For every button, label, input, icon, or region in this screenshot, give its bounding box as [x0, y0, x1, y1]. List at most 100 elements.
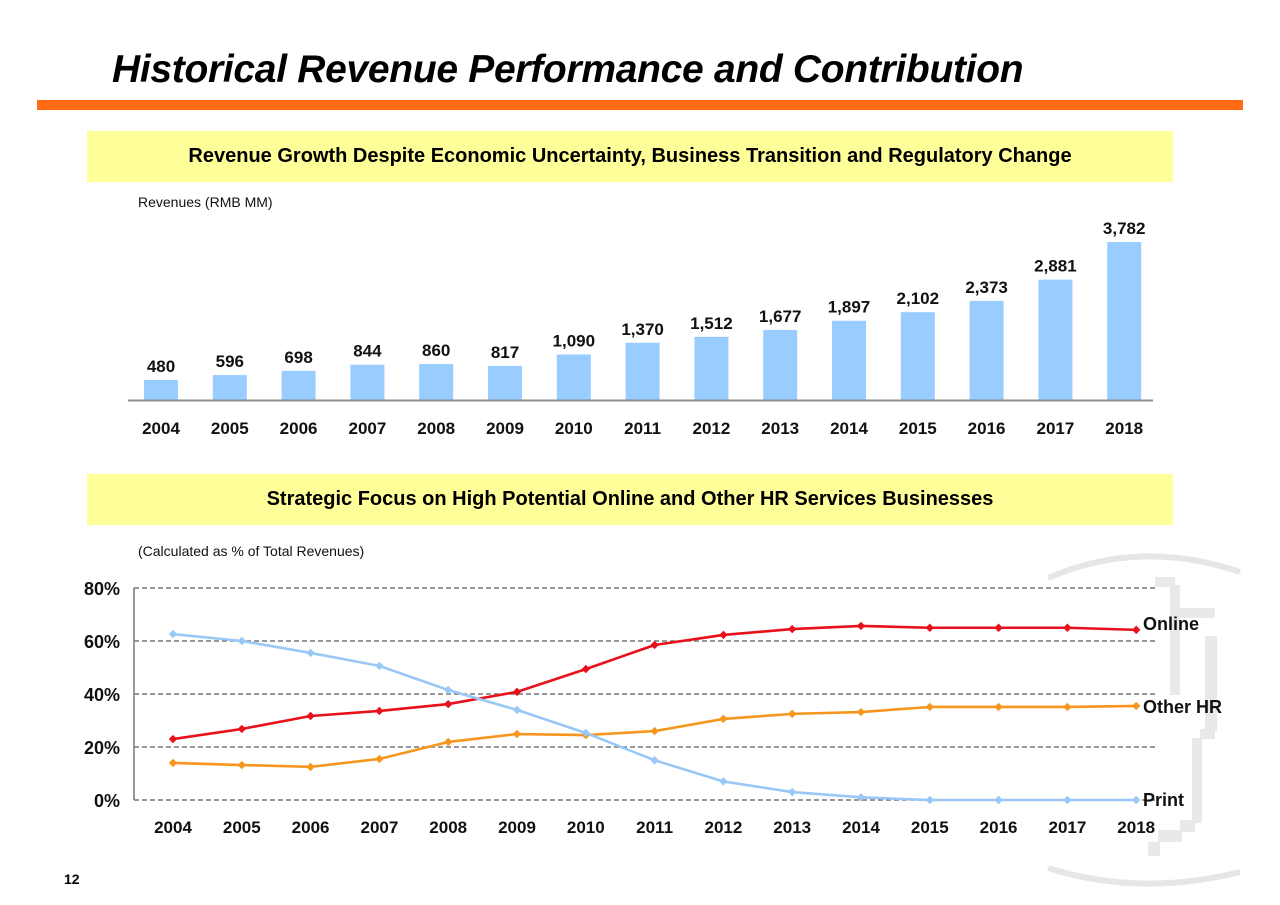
x-tick-label: 2017 [1048, 818, 1086, 837]
x-tick-label: 2015 [899, 419, 937, 438]
x-tick-label: 2007 [348, 419, 386, 438]
x-tick-label: 2014 [842, 818, 880, 837]
data-point-marker [1063, 623, 1072, 632]
bar-value-label: 698 [284, 348, 312, 367]
x-tick-label: 2013 [773, 818, 811, 837]
bar-value-label: 1,512 [690, 314, 733, 333]
bar-value-label: 817 [491, 343, 519, 362]
bar-2015 [900, 312, 935, 400]
bar-2007 [350, 364, 385, 400]
revenue-unit-note: Revenues (RMB MM) [138, 194, 273, 210]
data-point-marker [856, 621, 866, 631]
bar-value-label: 1,090 [553, 331, 596, 350]
data-point-marker [512, 729, 522, 739]
data-point-marker [375, 661, 384, 671]
data-point-marker [1132, 701, 1141, 711]
series-label-online: Online [1143, 614, 1199, 634]
x-tick-label: 2018 [1105, 419, 1143, 438]
page-number: 12 [64, 871, 80, 887]
x-tick-label: 2011 [636, 818, 673, 837]
x-tick-label: 2008 [429, 818, 467, 837]
data-point-marker [375, 706, 384, 716]
data-point-marker [237, 760, 246, 770]
data-point-marker [444, 737, 453, 747]
data-point-marker [650, 756, 659, 765]
bar-2005 [212, 375, 247, 400]
page-title: Historical Revenue Performance and Contr… [112, 48, 1024, 91]
bar-value-label: 1,677 [759, 307, 802, 326]
x-tick-label: 2009 [486, 419, 524, 438]
bar-2011 [625, 342, 660, 400]
data-point-marker [856, 793, 866, 802]
data-point-marker [306, 648, 315, 658]
data-point-marker [925, 795, 934, 805]
bar-2008 [419, 364, 454, 400]
x-tick-label: 2006 [292, 818, 330, 837]
bar-2010 [556, 354, 591, 400]
data-point-marker [512, 687, 522, 697]
x-tick-label: 2005 [223, 818, 261, 837]
x-tick-label: 2004 [154, 818, 192, 837]
data-point-marker [856, 707, 866, 717]
x-tick-label: 2013 [761, 419, 799, 438]
data-point-marker [444, 699, 453, 709]
data-point-marker [1132, 795, 1141, 805]
bar-value-label: 480 [147, 357, 175, 376]
x-tick-label: 2011 [624, 419, 661, 438]
x-tick-label: 2009 [498, 818, 536, 837]
y-tick-label: 0% [94, 791, 120, 811]
y-tick-label: 60% [84, 632, 120, 652]
x-tick-label: 2010 [555, 419, 593, 438]
data-point-marker [237, 636, 246, 646]
bar-value-label: 1,897 [828, 298, 871, 317]
bar-2009 [488, 365, 522, 400]
bar-2013 [763, 329, 798, 400]
data-point-marker [994, 795, 1003, 805]
bar-2012 [694, 336, 729, 400]
y-tick-label: 80% [84, 579, 120, 599]
data-point-marker [994, 702, 1003, 712]
revenue-growth-banner: Revenue Growth Despite Economic Uncertai… [87, 131, 1173, 182]
series-label-other-hr: Other HR [1143, 697, 1222, 717]
bar-value-label: 2,881 [1034, 257, 1077, 276]
y-tick-label: 20% [84, 738, 120, 758]
data-point-marker [925, 702, 934, 712]
data-point-marker [719, 630, 728, 640]
x-tick-label: 2004 [142, 419, 180, 438]
revenue-mix-line-chart: 0% 20% 40% 60% 80% 2004 2005 2006 2007 2008 2009 20… [84, 579, 1222, 837]
data-point-marker [994, 623, 1003, 632]
data-point-marker [788, 787, 797, 797]
data-point-marker [650, 726, 659, 736]
data-point-marker [1063, 795, 1072, 805]
x-tick-label: 2006 [280, 419, 318, 438]
x-tick-label: 2012 [692, 419, 730, 438]
bar-value-label: 596 [216, 352, 244, 371]
y-tick-label: 40% [84, 685, 120, 705]
bar-2004 [144, 379, 178, 400]
x-tick-label: 2007 [360, 818, 398, 837]
percentage-unit-note: (Calculated as % of Total Revenues) [138, 543, 365, 559]
data-point-marker [168, 734, 178, 744]
x-tick-label: 2016 [968, 419, 1006, 438]
bar-2014 [832, 320, 866, 400]
bar-2016 [969, 300, 1004, 400]
bar-value-label: 844 [353, 342, 382, 361]
x-tick-label: 2008 [417, 419, 455, 438]
data-point-marker [925, 623, 934, 632]
data-point-marker [237, 724, 246, 734]
title-underline-divider [37, 100, 1243, 110]
data-point-marker [1132, 625, 1141, 635]
x-tick-label: 2018 [1117, 818, 1155, 837]
data-point-marker [168, 629, 178, 639]
data-point-marker [306, 762, 315, 772]
data-point-marker [650, 640, 659, 650]
bar-value-label: 860 [422, 341, 450, 360]
bar-2006 [281, 370, 316, 400]
data-point-marker [719, 777, 728, 786]
series-line-print [172, 632, 1137, 802]
bar-value-label: 3,782 [1103, 219, 1146, 238]
x-tick-label: 2017 [1036, 419, 1074, 438]
data-point-marker [306, 711, 315, 721]
x-tick-label: 2015 [911, 818, 949, 837]
data-point-marker [788, 624, 797, 634]
